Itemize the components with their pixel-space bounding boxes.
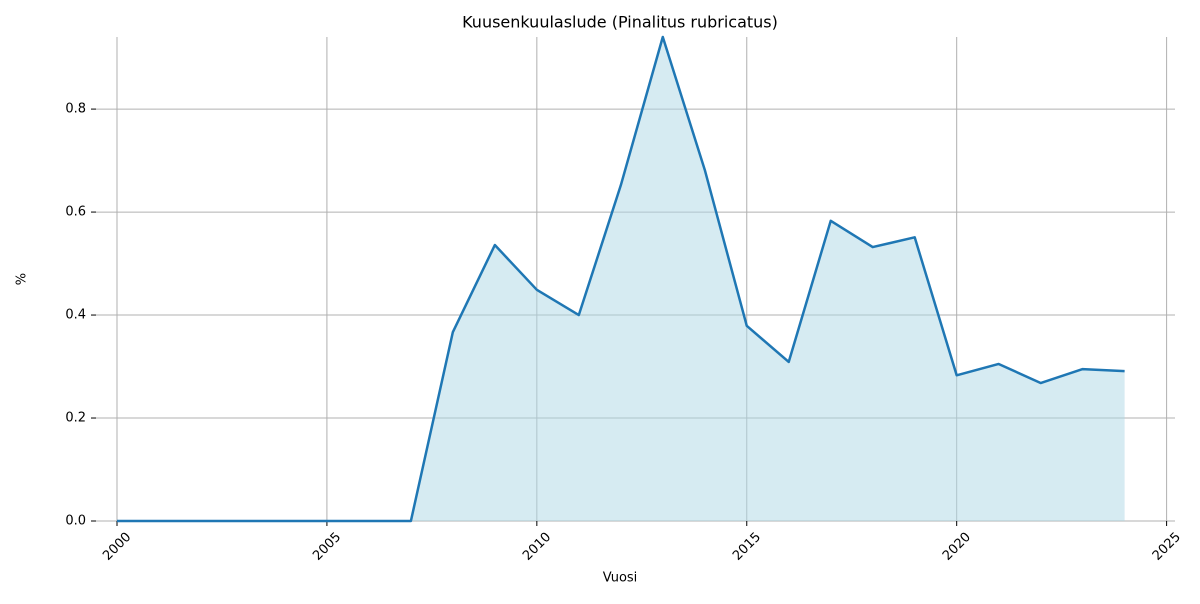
x-tick-label: 2025 <box>1150 530 1184 564</box>
x-tick-label: 2005 <box>310 530 344 564</box>
chart-title: Kuusenkuulaslude (Pinalitus rubricatus) <box>462 13 778 32</box>
y-tick-label: 0.4 <box>65 308 86 323</box>
x-tick-label: 2000 <box>100 530 134 564</box>
y-tick-label: 0.8 <box>65 102 86 117</box>
y-tick-label: 0.2 <box>65 411 86 426</box>
y-tick-label: 0.6 <box>65 205 86 220</box>
x-tick-label: 2015 <box>730 530 764 564</box>
y-tick-label: 0.0 <box>65 514 86 529</box>
x-tick-label: 2010 <box>520 530 554 564</box>
area-fill <box>116 37 1125 521</box>
line <box>116 35 1125 523</box>
x-tick-label: 2020 <box>940 530 974 564</box>
y-axis-label: % <box>15 273 30 285</box>
x-axis-label: Vuosi <box>603 571 638 586</box>
